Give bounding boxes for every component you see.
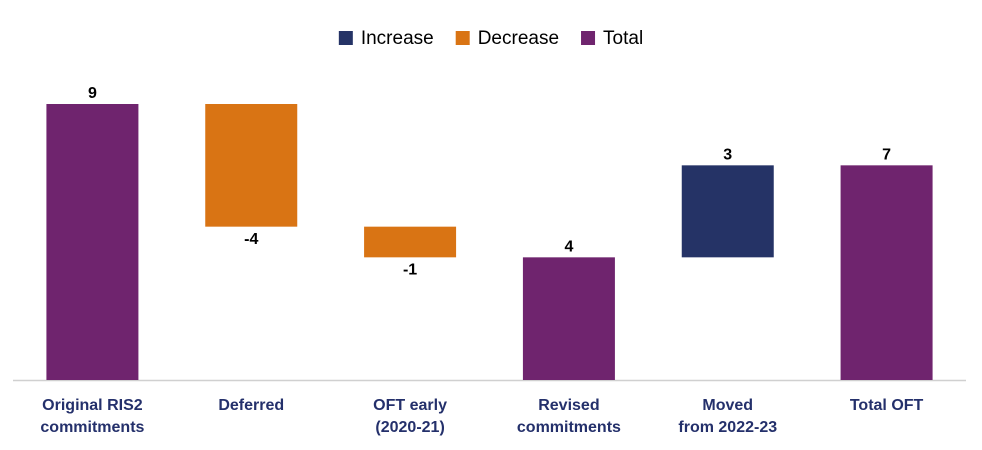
x-tick-label: (2020-21) bbox=[375, 419, 444, 436]
legend-swatch bbox=[581, 31, 596, 45]
value-label: -4 bbox=[244, 231, 258, 248]
legend-swatch bbox=[338, 31, 353, 45]
x-tick-label: Total OFT bbox=[850, 397, 924, 414]
value-label: 3 bbox=[723, 147, 732, 164]
x-tick-label: Moved bbox=[702, 397, 753, 414]
bar bbox=[840, 165, 933, 380]
legend-label: Increase bbox=[361, 28, 434, 49]
x-tick-label: Original RIS2 bbox=[42, 397, 143, 414]
value-label: -1 bbox=[403, 262, 417, 279]
bar bbox=[205, 104, 298, 227]
x-tick-label: Revised bbox=[538, 397, 599, 414]
bar bbox=[522, 257, 615, 380]
bar bbox=[46, 104, 139, 380]
x-tick-label: Deferred bbox=[218, 397, 284, 414]
bar bbox=[681, 165, 774, 258]
legend-swatch bbox=[455, 31, 470, 45]
bar bbox=[364, 226, 457, 258]
value-label: 7 bbox=[882, 147, 891, 164]
legend-label: Decrease bbox=[478, 28, 559, 49]
x-tick-label: from 2022-23 bbox=[678, 419, 777, 436]
x-tick-label: OFT early bbox=[373, 397, 447, 414]
x-tick-label: commitments bbox=[517, 419, 621, 436]
value-label: 4 bbox=[564, 239, 573, 256]
value-label: 9 bbox=[88, 85, 97, 102]
legend-label: Total bbox=[603, 28, 643, 49]
x-tick-label: commitments bbox=[40, 419, 144, 436]
